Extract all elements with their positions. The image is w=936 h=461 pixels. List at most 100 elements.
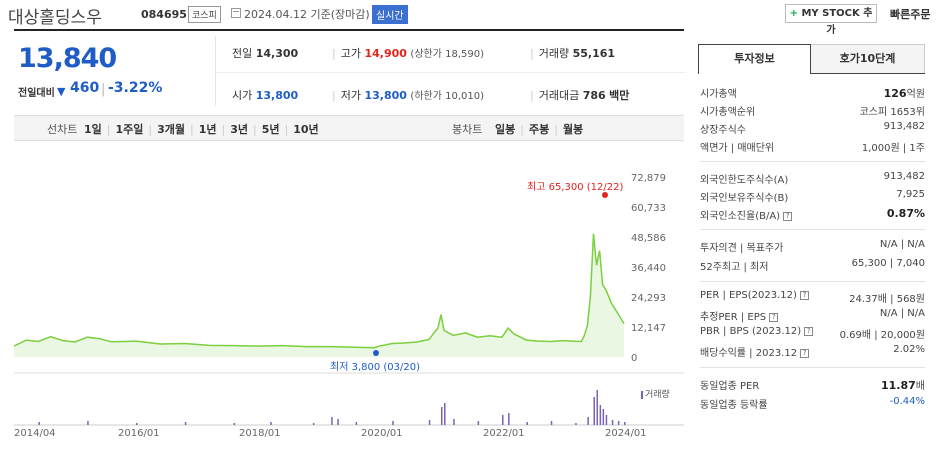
volume-bar xyxy=(337,419,339,425)
volume-bar xyxy=(428,420,431,425)
max-price-marker xyxy=(602,192,608,198)
volume-bar xyxy=(596,390,598,425)
period-tab-1d[interactable]: 1일 xyxy=(84,123,102,136)
plus-icon: + xyxy=(789,8,798,19)
summary-divider xyxy=(215,36,216,106)
min-price-marker xyxy=(373,350,379,356)
y-tick: 12,147 xyxy=(631,323,666,334)
max-price-label: 최고 65,300 (12/22) xyxy=(527,182,624,193)
volume-bar xyxy=(502,415,504,425)
change-percent: -3.22% xyxy=(108,80,163,96)
tab-invest-info[interactable]: 투자정보 xyxy=(698,44,811,74)
period-tabs: 1일 | 1주일 | 3개월 | 1년 | 3년 | 5년 | 10년 xyxy=(84,123,319,136)
volume-bar xyxy=(477,421,480,425)
panel-divider xyxy=(700,229,925,230)
volume-bar xyxy=(624,422,626,425)
summary-row-divider xyxy=(215,72,685,73)
candle-tab-month[interactable]: 월봉 xyxy=(562,123,584,136)
volume-legend: 거래량 xyxy=(641,387,670,400)
info-row: PBR | BPS (2023.12) ? 0.69배 | 20,000원 xyxy=(700,326,925,341)
volume: | 거래량 55,161 xyxy=(530,47,616,60)
summary-top-border xyxy=(14,29,684,31)
price-chart[interactable] xyxy=(14,142,684,452)
x-tick: 2024/01 xyxy=(605,428,647,439)
volume-bar xyxy=(355,422,358,425)
candle-tab-week[interactable]: 주봉 xyxy=(528,123,550,136)
change-label: 전일대비 xyxy=(18,88,55,99)
volume-bar xyxy=(602,409,605,425)
prev-close: 전일 14,300 xyxy=(232,47,299,60)
add-my-stock-label: MY STOCK 추가 xyxy=(801,8,873,36)
y-tick: 36,440 xyxy=(631,263,666,274)
volume-bar xyxy=(550,421,553,425)
volume-bar xyxy=(312,423,315,425)
help-icon[interactable]: ? xyxy=(800,290,810,300)
down-triangle-icon: ▼ xyxy=(57,85,66,98)
y-tick: 72,879 xyxy=(631,173,666,184)
volume-bar xyxy=(593,397,595,425)
info-row: PER | EPS(2023.12) ? 24.37배 | 568원 xyxy=(700,290,925,305)
volume-bar xyxy=(270,422,272,425)
info-row: 추정PER | EPS ? N/A | N/A xyxy=(700,308,925,323)
candle-chart-label: 봉차트 xyxy=(452,123,483,136)
period-tab-3m[interactable]: 3개월 xyxy=(157,123,186,136)
candle-tabs: 일봉 | 주봉 | 월봉 xyxy=(495,123,584,136)
change-divider: | xyxy=(101,82,106,97)
volume-bar xyxy=(508,413,510,425)
x-tick: 2014/04 xyxy=(14,428,56,439)
info-row: 시가총액 126억원 xyxy=(700,87,925,100)
info-row: 액면가 | 매매단위 1,000원 | 1주 xyxy=(700,143,925,154)
min-price-label: 최저 3,800 (03/20) xyxy=(330,362,421,373)
volume-bar xyxy=(587,417,589,425)
info-row: 상장주식수 913,482 xyxy=(700,121,925,136)
help-icon[interactable]: ? xyxy=(769,312,779,322)
volume-legend-label: 거래량 xyxy=(645,390,670,400)
period-tab-1y[interactable]: 1년 xyxy=(198,123,217,136)
info-row: 외국인소진율(B/A) ? 0.87% xyxy=(700,207,925,222)
info-row[interactable]: 동일업종 등락률 -0.44% xyxy=(700,396,925,411)
x-tick: 2020/01 xyxy=(361,428,403,439)
realtime-button[interactable]: 실시간 xyxy=(372,5,408,24)
info-row: 투자의견 | 목표주가 N/A | N/A xyxy=(700,239,925,254)
info-row: 52주최고 | 최저 65,300 | 7,040 xyxy=(700,258,925,273)
volume-bar xyxy=(392,421,394,425)
day-high: | 고가 14,900 (상한가 18,590) xyxy=(332,47,484,60)
quick-order-button[interactable]: 빠른주문 xyxy=(890,8,931,21)
info-row: 외국인보유주식수(B) 7,925 xyxy=(700,189,925,204)
open-price: 시가 13,800 xyxy=(232,89,299,102)
info-row: 배당수익률 | 2023.12 ? 2.02% xyxy=(700,344,925,359)
period-tab-1w[interactable]: 1주일 xyxy=(115,123,144,136)
add-my-stock-button[interactable]: + MY STOCK 추가 xyxy=(785,4,877,36)
candle-tab-day[interactable]: 일봉 xyxy=(495,123,516,136)
tab-orderbook[interactable]: 호가10단계 xyxy=(811,44,925,74)
x-tick: 2016/01 xyxy=(118,428,160,439)
tab-underline xyxy=(811,73,925,74)
y-tick: 24,293 xyxy=(631,293,666,304)
info-row: 외국인한도주식수(A) 913,482 xyxy=(700,171,925,186)
period-bar xyxy=(14,115,684,141)
period-tab-3y[interactable]: 3년 xyxy=(230,123,249,136)
y-tick: 48,586 xyxy=(631,233,666,244)
price-area-fill xyxy=(14,233,624,357)
volume-bar xyxy=(331,417,333,425)
change-value: 460 xyxy=(70,80,100,96)
y-tick: 0 xyxy=(631,353,638,364)
trade-amount: | 거래대금 786 백만 xyxy=(530,89,630,102)
volume-bar xyxy=(599,405,602,425)
volume-bar xyxy=(38,422,40,425)
help-icon[interactable]: ? xyxy=(783,211,793,221)
info-row[interactable]: 시가총액순위 코스피 1653위 xyxy=(700,107,925,118)
help-icon[interactable]: ? xyxy=(800,348,810,358)
period-tab-5y[interactable]: 5년 xyxy=(261,123,280,136)
volume-bar xyxy=(87,421,89,425)
market-badge: 코스피 xyxy=(188,6,221,23)
price-line xyxy=(14,233,625,349)
info-row[interactable]: 동일업종 PER 11.87배 xyxy=(700,379,925,392)
volume-bar xyxy=(605,415,608,425)
period-tab-10y[interactable]: 10년 xyxy=(293,123,319,136)
volume-bar xyxy=(617,421,620,425)
stock-code: 084695 xyxy=(141,8,187,21)
volume-bar xyxy=(441,407,443,425)
help-icon[interactable]: ? xyxy=(804,326,814,336)
volume-bar xyxy=(136,423,138,425)
